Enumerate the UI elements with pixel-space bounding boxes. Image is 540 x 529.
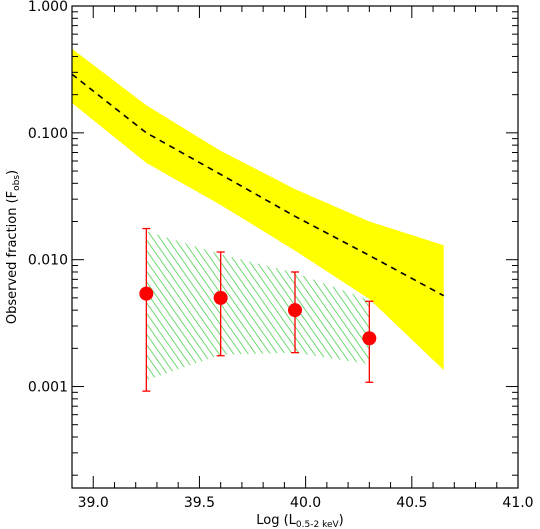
data-point: [139, 286, 154, 301]
y-tick-label: 1.000: [28, 0, 68, 15]
y-tick-label: 0.001: [28, 380, 68, 396]
y-axis-title-suffix: ): [5, 170, 20, 175]
axes: [71, 5, 519, 489]
x-axis-title-prefix: Log (L: [256, 513, 296, 528]
y-tick-label: 0.010: [28, 253, 68, 269]
plot-frame: [71, 5, 519, 489]
data-point-group: [288, 271, 302, 354]
y-tick-label: 0.100: [28, 126, 68, 142]
x-axis-title-subscript: 0.5-2 keV: [296, 520, 340, 529]
tick-labels: 39.0 39.5 40.0 40.5 41.0 0.001 0.010 0.100 1.000: [28, 0, 534, 511]
x-tick-label: 40.0: [290, 495, 321, 511]
data-point-group: [213, 251, 228, 357]
model-line: [72, 73, 445, 297]
data-point-group: [139, 227, 154, 392]
data-point-group: [362, 300, 377, 383]
x-axis-title: Log (L0.5-2 keV): [256, 513, 343, 529]
x-tick-label: 41.0: [502, 495, 533, 511]
x-tick-label: 39.5: [184, 495, 215, 511]
y-axis-title-prefix: Observed fraction (F: [5, 191, 20, 324]
data-point: [362, 331, 377, 346]
x-tick-label: 39.0: [78, 495, 109, 511]
y-axis-title-subscript: obs: [12, 175, 22, 191]
plot-area: [72, 48, 445, 392]
observed-band: [146, 231, 370, 381]
data-point: [213, 290, 228, 305]
data-point: [288, 303, 302, 318]
model-band: [72, 48, 444, 371]
x-tick-label: 40.5: [396, 495, 427, 511]
x-axis-title-suffix: ): [339, 513, 344, 528]
y-axis-title: Observed fraction (Fobs): [5, 170, 22, 324]
